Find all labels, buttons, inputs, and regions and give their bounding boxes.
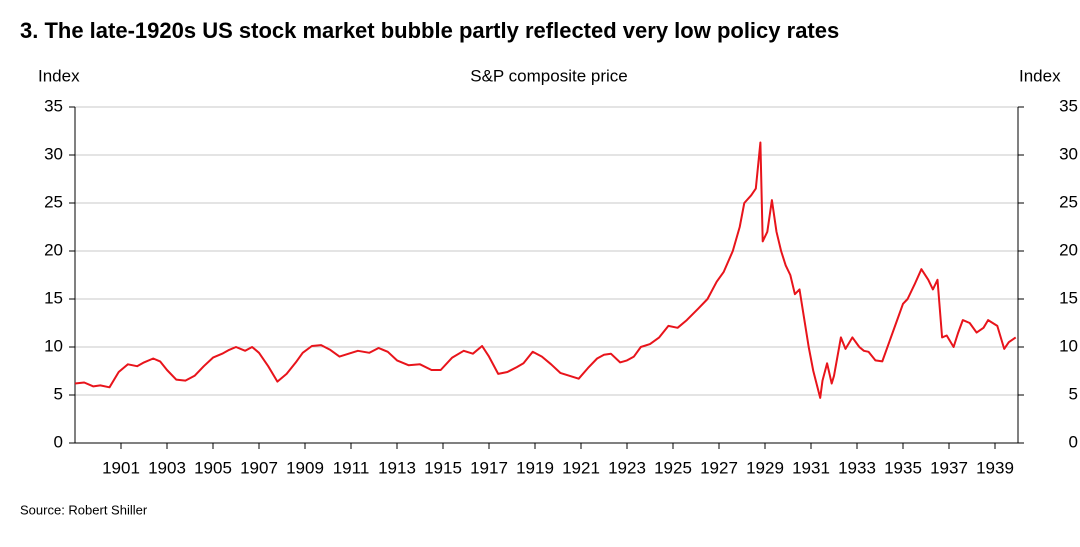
price-line xyxy=(74,141,1017,399)
y-tick-label: 25 xyxy=(44,192,63,211)
x-tick-label: 1909 xyxy=(286,458,324,477)
y-tick-label: 35 xyxy=(44,96,63,115)
y2-tick-label: 0 xyxy=(1069,432,1078,451)
y-axis-label: Index xyxy=(38,66,80,85)
y-tick-label: 15 xyxy=(44,288,63,307)
y2-tick-label: 20 xyxy=(1059,240,1078,259)
x-tick-label: 1931 xyxy=(792,458,830,477)
x-tick-label: 1907 xyxy=(240,458,278,477)
x-tick-label: 1925 xyxy=(654,458,692,477)
y2-tick-label: 15 xyxy=(1059,288,1078,307)
x-tick-label: 1921 xyxy=(562,458,600,477)
x-tick-label: 1917 xyxy=(470,458,508,477)
x-tick-label: 1933 xyxy=(838,458,876,477)
y2-tick-label: 10 xyxy=(1059,336,1078,355)
y-tick-label: 30 xyxy=(44,144,63,163)
x-tick-label: 1927 xyxy=(700,458,738,477)
x-tick-label: 1923 xyxy=(608,458,646,477)
x-tick-label: 1919 xyxy=(516,458,554,477)
x-tick-label: 1903 xyxy=(148,458,186,477)
source: Source: Robert Shiller xyxy=(20,502,148,517)
x-tick-label: 1929 xyxy=(746,458,784,477)
x-tick-label: 1901 xyxy=(102,458,140,477)
x-tick-label: 1937 xyxy=(930,458,968,477)
x-tick-label: 1915 xyxy=(424,458,462,477)
y-tick-label: 5 xyxy=(54,384,63,403)
y2-axis-label: Index xyxy=(1019,66,1061,85)
y-tick-label: 0 xyxy=(54,432,63,451)
x-tick-label: 1939 xyxy=(976,458,1014,477)
y2-tick-label: 35 xyxy=(1059,96,1078,115)
chart-subtitle: S&P composite price xyxy=(470,66,627,85)
y2-tick-label: 5 xyxy=(1069,384,1078,403)
x-tick-label: 1905 xyxy=(194,458,232,477)
x-tick-label: 1913 xyxy=(378,458,416,477)
y2-tick-label: 25 xyxy=(1059,192,1078,211)
y-tick-label: 10 xyxy=(44,336,63,355)
y-tick-label: 20 xyxy=(44,240,63,259)
y2-tick-label: 30 xyxy=(1059,144,1078,163)
x-tick-label: 1935 xyxy=(884,458,922,477)
chart-title: 3. The late-1920s US stock market bubble… xyxy=(20,18,839,43)
x-tick-label: 1911 xyxy=(333,458,370,477)
